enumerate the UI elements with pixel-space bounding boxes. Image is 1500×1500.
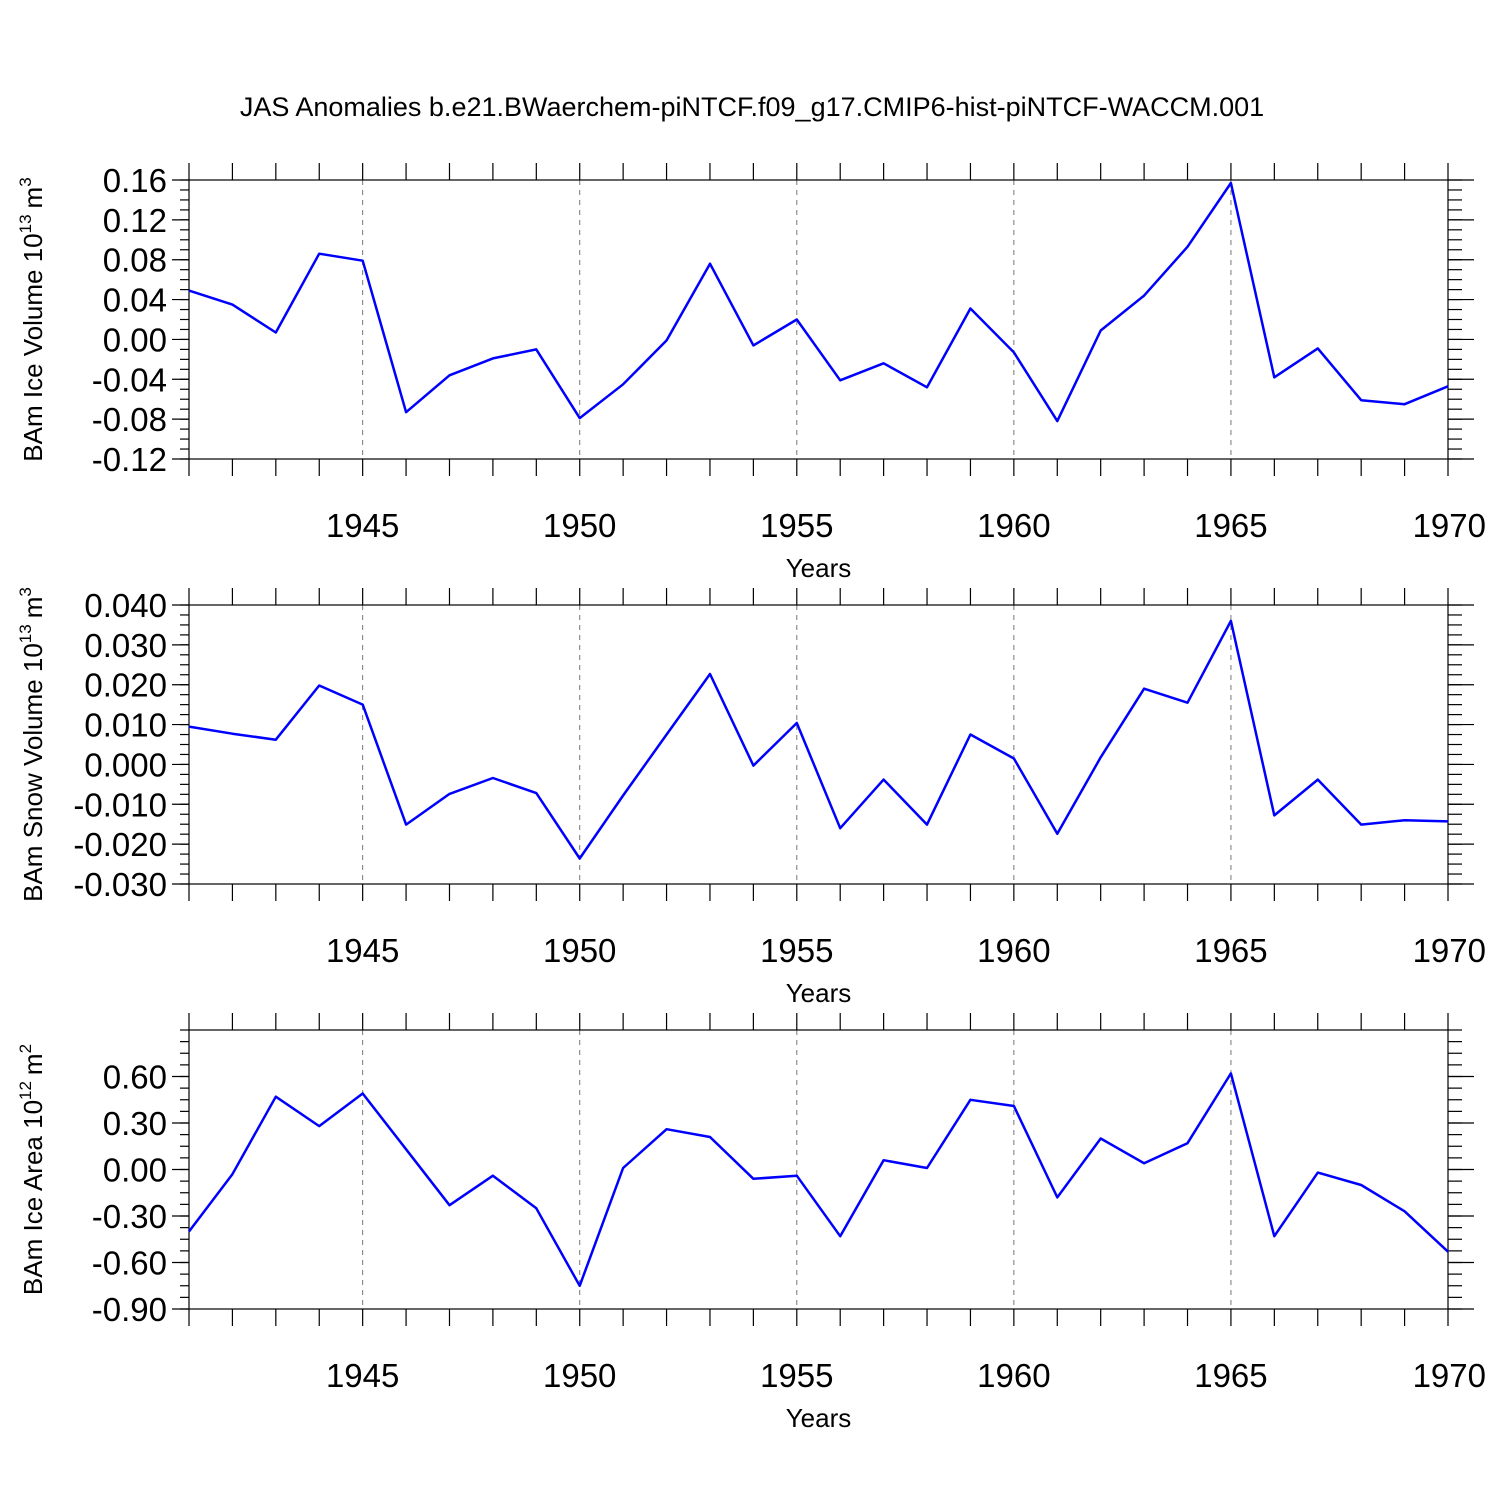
x-tick-label: 1970 [1413,1357,1486,1394]
y-axis-title-main: BAm Ice Area 10 [18,1100,48,1295]
ticks-ice-volume [172,163,1474,476]
y-tick-label: 0.04 [103,282,167,319]
y-tick-label: 0.000 [84,746,167,783]
y-tick-label: 0.00 [103,321,167,358]
y-tick-label: 0.010 [84,707,167,744]
x-tick-label: 1970 [1413,932,1486,969]
figure-title: JAS Anomalies b.e21.BWaerchem-piNTCF.f09… [240,92,1264,122]
x-axis-title-ice-volume: Years [786,553,852,583]
y-axis-title-unit-exponent: 2 [16,1044,35,1053]
y-tick-label: 0.16 [103,162,167,199]
series-line-snow-volume [188,619,1449,860]
x-tick-labels-ice-volume: 1945 1950 1955 1960 1965 1970 [326,507,1486,544]
y-tick-label: -0.010 [73,786,167,823]
x-tick-labels-ice-area: 1945 1950 1955 1960 1965 1970 [326,1357,1486,1394]
y-axis-title-exponent: 13 [16,624,35,643]
x-tick-label: 1945 [326,932,399,969]
x-tick-label: 1955 [760,932,833,969]
x-tick-label: 1965 [1194,1357,1267,1394]
y-tick-label: 0.60 [103,1059,167,1096]
y-tick-labels-snow-volume: -0.030-0.020-0.0100.0000.0100.0200.0300.… [73,587,167,903]
x-tick-label: 1955 [760,507,833,544]
x-tick-label: 1955 [760,1357,833,1394]
y-tick-label: -0.12 [92,441,167,478]
x-tick-label: 1965 [1194,507,1267,544]
y-axis-title-unit: m [18,1053,48,1075]
y-tick-label: -0.030 [73,866,167,903]
series-line-ice-area [188,1072,1449,1288]
grid-ice-volume [362,180,1232,459]
y-axis-title-ice-area: BAm Ice Area 1012 m2 [16,1044,48,1295]
y-axis-title-main: BAm Snow Volume 10 [18,643,48,902]
y-axis-title-unit-exponent: 3 [16,177,35,186]
y-tick-labels-ice-area: -0.90 -0.60 -0.30 0.00 0.30 0.60 [92,1059,167,1329]
y-tick-label: 0.040 [84,587,167,624]
y-tick-label: 0.030 [84,627,167,664]
x-tick-label: 1970 [1413,507,1486,544]
y-axis-title-exponent: 12 [16,1081,35,1100]
y-tick-label: -0.90 [92,1291,167,1328]
x-tick-label: 1950 [543,1357,616,1394]
x-tick-label: 1960 [977,507,1050,544]
y-tick-label: -0.08 [92,401,167,438]
panel-snow-volume: -0.030-0.020-0.0100.0000.0100.0200.0300.… [16,587,1486,1008]
x-tick-labels-snow-volume: 1945 1950 1955 1960 1965 1970 [326,932,1486,969]
ticks-ice-area [172,1013,1474,1326]
x-axis-title-snow-volume: Years [786,978,852,1008]
y-axis-title-exponent: 13 [16,214,35,233]
y-axis-title-unit: m [18,597,48,619]
y-tick-label: 0.12 [103,202,167,239]
panel-ice-volume: -0.12-0.08-0.040.000.040.080.120.16 1945… [16,162,1486,583]
y-axis-title-unit-exponent: 3 [16,587,35,596]
y-tick-label: -0.60 [92,1245,167,1282]
x-tick-label: 1960 [977,1357,1050,1394]
x-axis-title-ice-area: Years [786,1403,852,1433]
y-tick-label: 0.00 [103,1152,167,1189]
y-tick-label: 0.08 [103,242,167,279]
y-axis-title-main: BAm Ice Volume 10 [18,233,48,461]
y-tick-label: 0.020 [84,667,167,704]
x-tick-label: 1945 [326,507,399,544]
y-axis-title-unit: m [18,187,48,209]
y-tick-label: -0.30 [92,1198,167,1235]
ticks-snow-volume [172,588,1474,901]
y-tick-label: -0.04 [92,361,167,398]
y-tick-label: 0.30 [103,1105,167,1142]
x-tick-label: 1950 [543,507,616,544]
x-tick-label: 1960 [977,932,1050,969]
grid-snow-volume [362,605,1232,884]
grid-ice-area [362,1030,1232,1309]
y-tick-labels-ice-volume: -0.12-0.08-0.040.000.040.080.120.16 [92,162,167,478]
y-axis-title-ice-volume: BAm Ice Volume 1013 m3 [16,177,48,461]
series-line-ice-volume [188,181,1449,423]
x-tick-label: 1950 [543,932,616,969]
x-tick-label: 1965 [1194,932,1267,969]
y-axis-title-snow-volume: BAm Snow Volume 1013 m3 [16,587,48,902]
x-tick-label: 1945 [326,1357,399,1394]
y-tick-label: -0.020 [73,826,167,863]
panel-ice-area: -0.90 -0.60 -0.30 0.00 0.30 0.60 1945 1950 1955… [16,1013,1486,1433]
